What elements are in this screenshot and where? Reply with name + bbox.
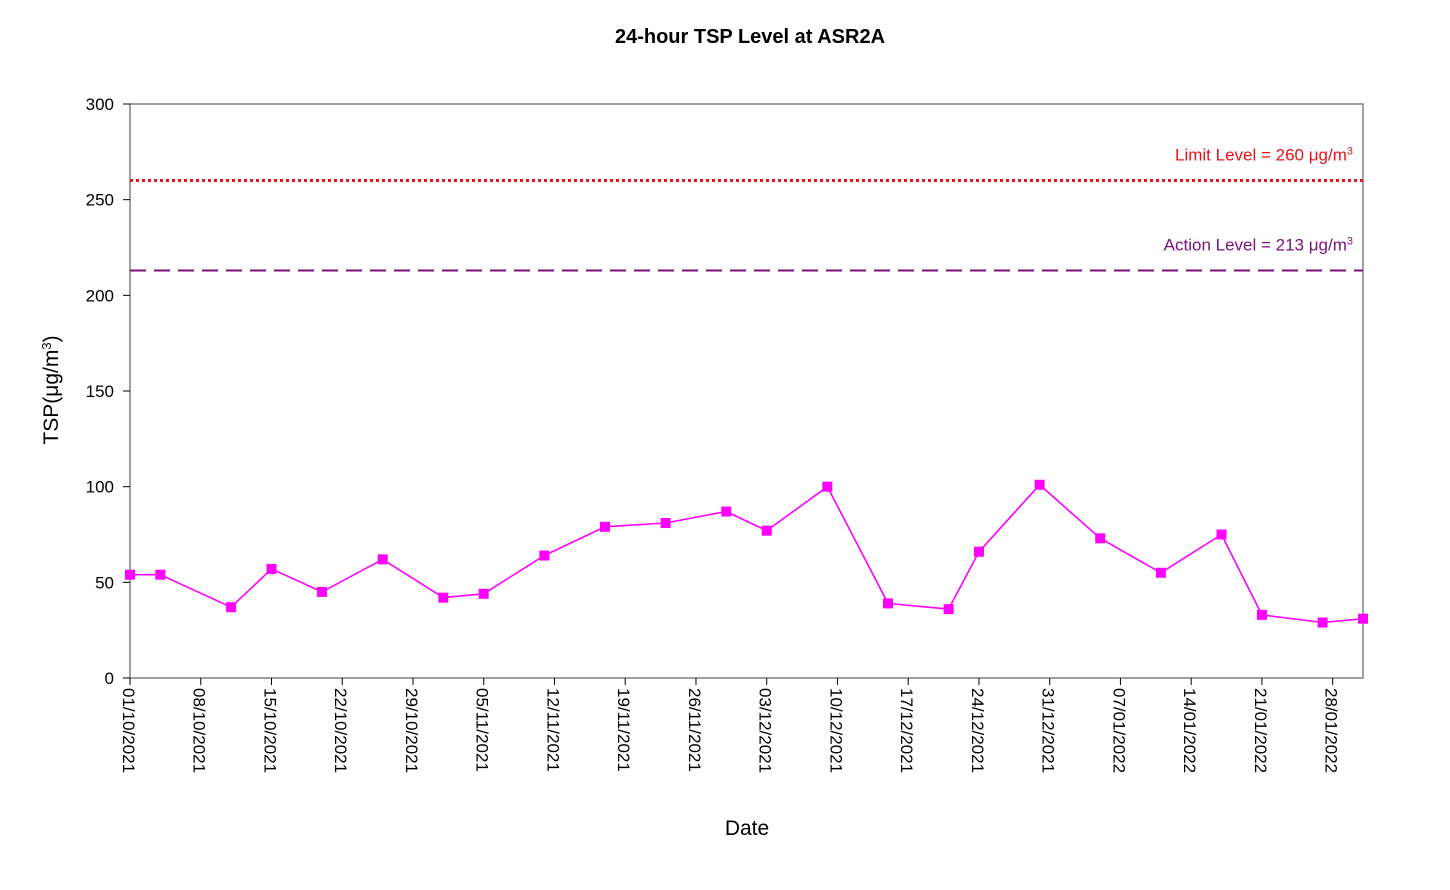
tsp-data-point [266, 563, 277, 574]
tsp-data-point [822, 481, 833, 492]
x-axis-title: Date [725, 817, 769, 840]
y-tick-label: 250 [86, 191, 114, 210]
tsp-data-point [1216, 529, 1227, 540]
y-tick-label: 0 [105, 669, 114, 688]
y-tick-label: 200 [86, 286, 114, 305]
tsp-data-point [478, 588, 489, 599]
tsp-data-point [721, 506, 732, 517]
x-tick-label: 10/12/2021 [826, 688, 845, 773]
x-axis: 01/10/2021 08/10/2021 15/10/2021 22/10/2021… [119, 678, 1341, 773]
tsp-data-point [660, 518, 671, 529]
x-tick-label: 01/10/2021 [119, 688, 138, 773]
x-tick-label: 21/01/2022 [1251, 688, 1270, 773]
y-tick-label: 100 [86, 478, 114, 497]
x-tick-label: 03/12/2021 [756, 688, 775, 773]
y-tick-label: 50 [95, 573, 114, 592]
reference-lines: Limit Level = 260 μg/m3 Action Level = 21… [130, 146, 1363, 272]
x-tick-label: 07/01/2022 [1109, 688, 1128, 773]
x-tick-label: 26/11/2021 [685, 688, 704, 772]
tsp-data-point [539, 550, 550, 561]
x-tick-label: 17/12/2021 [897, 688, 916, 773]
tsp-data-point [155, 569, 166, 580]
tsp-data-point [1358, 613, 1368, 624]
tsp-series-line [130, 483, 1364, 624]
tsp-data-point [1256, 609, 1267, 620]
tsp-data-point [973, 546, 984, 557]
chart-title: 24-hour TSP Level at ASR2A [615, 26, 885, 48]
y-axis: 0 50 100 150 200 250 300 [86, 95, 130, 688]
x-tick-label: 08/10/2021 [190, 688, 209, 773]
tsp-data-point [1095, 533, 1106, 544]
series-layer [125, 479, 1368, 628]
tsp-data-point [377, 554, 388, 565]
tsp-data-point [1317, 617, 1328, 628]
limit-level-label: Limit Level = 260 μg/m3 [1175, 146, 1353, 165]
y-axis-title-main: TSP( [40, 397, 63, 445]
x-tick-label: 05/11/2021 [473, 688, 492, 772]
x-tick-label: 29/10/2021 [402, 688, 421, 773]
x-tick-label: 22/10/2021 [331, 688, 350, 773]
tsp-data-point [600, 521, 611, 532]
x-tick-label: 14/01/2022 [1180, 688, 1199, 773]
x-tick-label: 24/12/2021 [968, 688, 987, 773]
tsp-data-point [1155, 567, 1166, 578]
tsp-data-point [226, 602, 237, 613]
y-axis-title-close: ) [40, 335, 63, 342]
tsp-data-point [943, 604, 954, 615]
y-axis-title-sup: 3 [39, 342, 54, 349]
x-tick-label: 19/11/2021 [614, 688, 633, 772]
x-tick-label: 12/11/2021 [543, 688, 562, 772]
x-tick-label: 31/12/2021 [1039, 688, 1058, 773]
plot-area [129, 103, 1364, 679]
tsp-data-point [761, 525, 772, 536]
y-tick-label: 300 [86, 95, 114, 114]
tsp-data-point [882, 598, 893, 609]
x-tick-label: 15/10/2021 [260, 688, 279, 773]
tsp-data-point [438, 592, 449, 603]
tsp-data-point [125, 569, 135, 580]
y-axis-title: TSP(μg/m3) [39, 335, 64, 444]
tsp-data-point [1034, 479, 1045, 490]
x-tick-label: 28/01/2022 [1322, 688, 1341, 773]
y-tick-label: 150 [86, 382, 114, 401]
tsp-data-point [317, 586, 328, 597]
action-level-label: Action Level = 213 μg/m3 [1164, 235, 1353, 254]
y-axis-title-unit: μg/m [40, 350, 63, 397]
